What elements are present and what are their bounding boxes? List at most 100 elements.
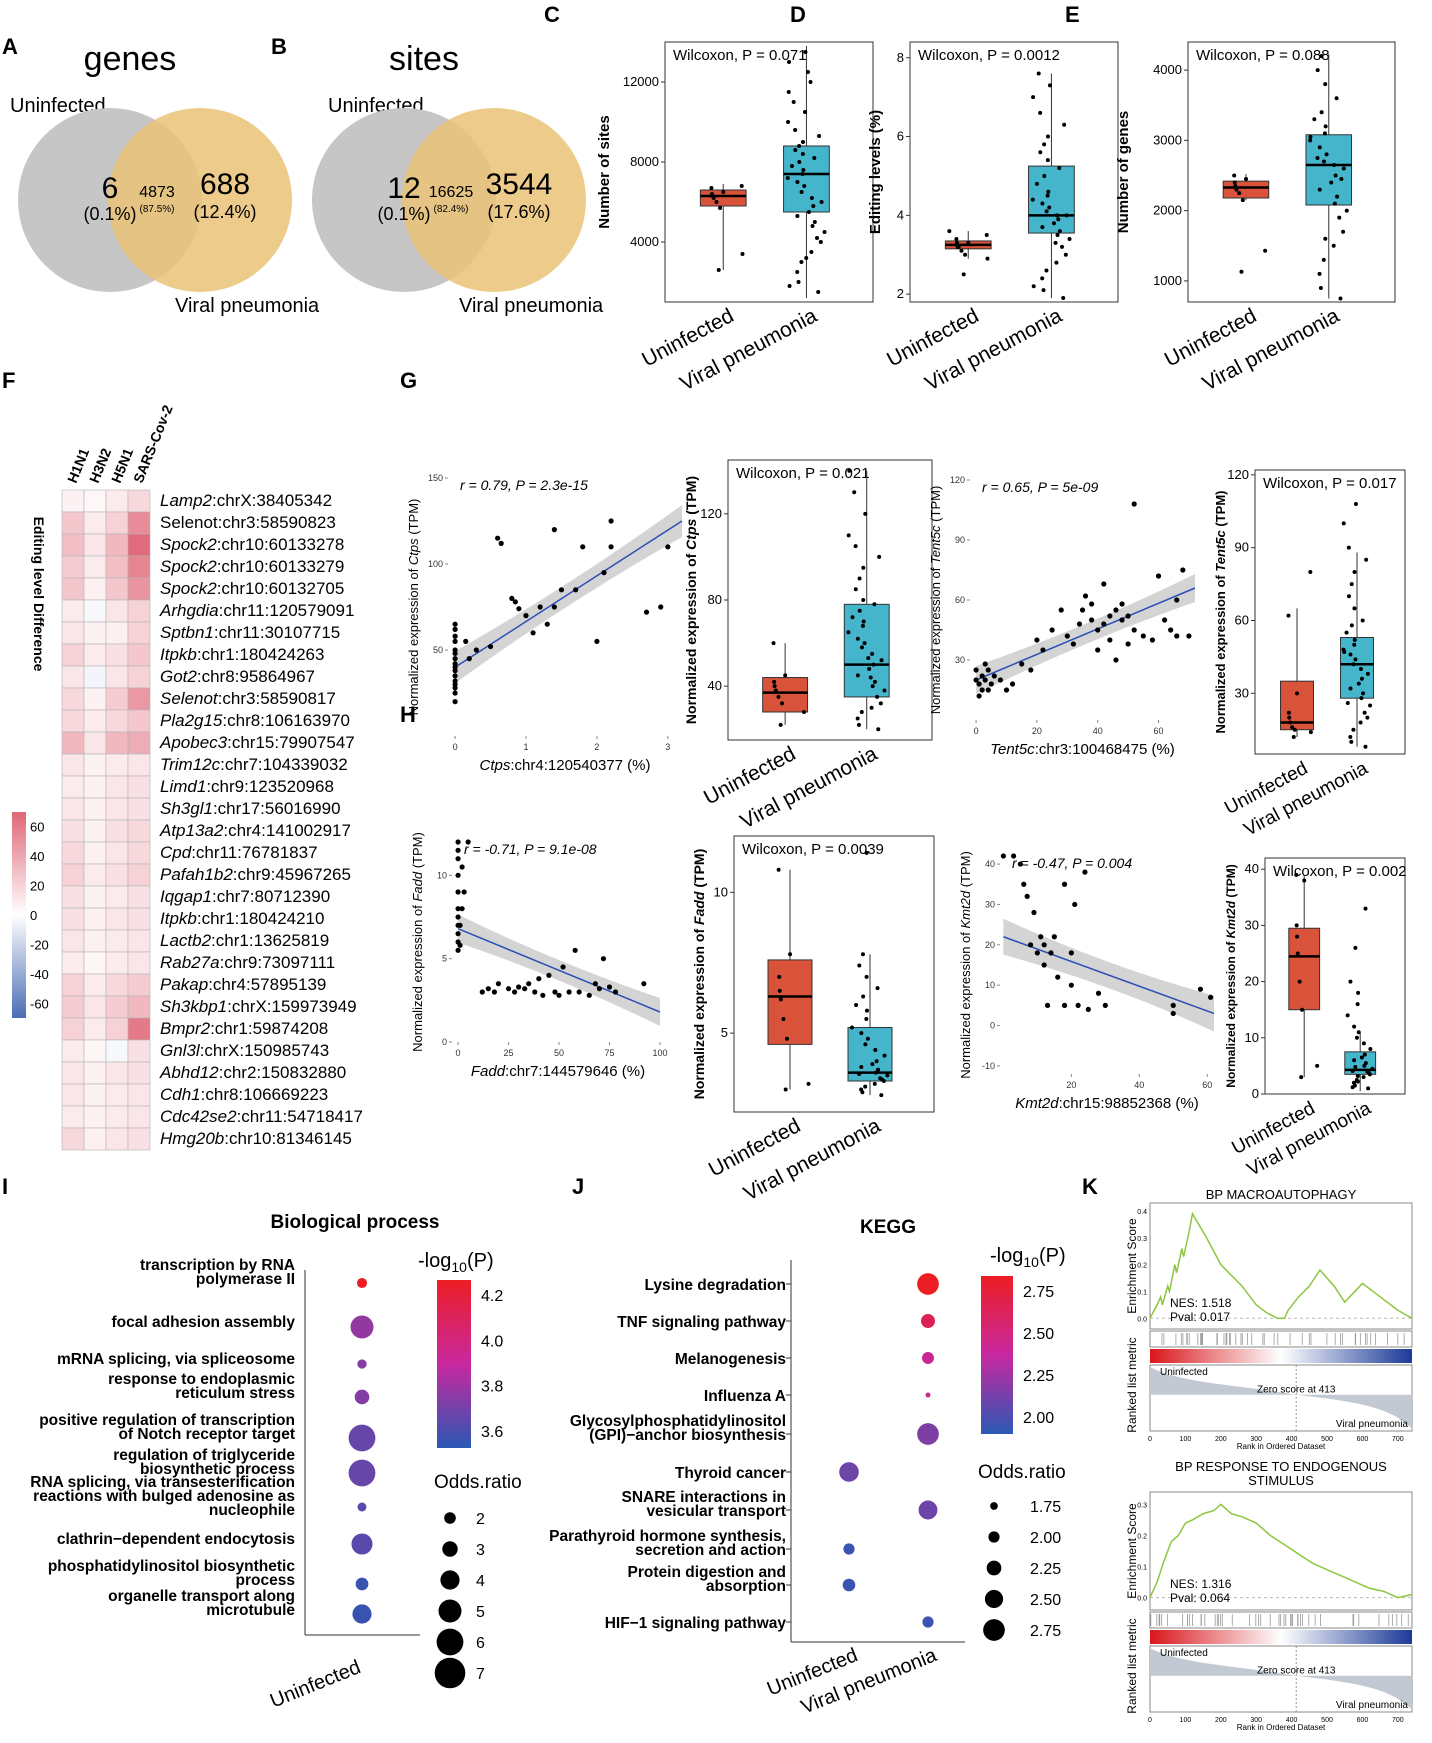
data-point xyxy=(1075,1002,1081,1008)
y-tick-label: 2 xyxy=(897,286,904,301)
data-point xyxy=(1041,962,1047,968)
size-legend-dot xyxy=(436,1628,464,1656)
data-point xyxy=(1360,618,1365,623)
colorbar xyxy=(437,1280,471,1448)
heatmap-cell xyxy=(61,885,85,909)
text-part: (TPM) xyxy=(958,851,973,891)
heatmap-cell xyxy=(105,687,129,711)
plot-frame xyxy=(1254,469,1406,755)
heatmap-row-label: Spock2:chr10:60133278 xyxy=(160,535,344,554)
data-point xyxy=(1045,134,1050,139)
wilcoxon-annotation: Wilcoxon, P = 0.088 xyxy=(1196,47,1330,64)
term-label: biosynthetic process xyxy=(140,1461,295,1478)
venn-right-label: Viral pneumonia xyxy=(459,295,604,317)
heatmap-cell xyxy=(127,885,151,909)
heatmap-cell xyxy=(105,951,129,975)
heatmap-cell xyxy=(61,929,85,953)
data-point xyxy=(522,986,528,992)
x-tick-label: 200 xyxy=(1215,1717,1227,1724)
data-point xyxy=(850,1025,855,1030)
es-frame xyxy=(1149,1202,1413,1330)
data-point xyxy=(857,608,862,613)
ranked-metric-area xyxy=(1150,1648,1412,1710)
enrichment-dot xyxy=(356,1277,368,1289)
data-point xyxy=(1174,597,1180,603)
data-point xyxy=(459,906,465,912)
heatmap-cell xyxy=(83,819,107,843)
data-point xyxy=(1044,1002,1051,1008)
data-point xyxy=(718,206,723,210)
term-label: reactions with bulged adenosine as xyxy=(33,1488,295,1505)
data-point xyxy=(1352,1058,1357,1063)
data-point xyxy=(606,984,613,990)
heatmap-cell xyxy=(127,1039,151,1063)
data-point xyxy=(1085,1006,1091,1013)
data-point xyxy=(787,284,792,288)
data-point xyxy=(523,613,529,619)
data-point xyxy=(1034,950,1040,956)
legend-title: Editing level Difference xyxy=(31,517,47,672)
y-tick-label: 10 xyxy=(1245,1030,1259,1045)
data-point xyxy=(498,540,504,546)
data-point xyxy=(973,677,979,683)
data-point xyxy=(852,490,857,495)
enrichment-dot xyxy=(918,1500,938,1520)
data-point xyxy=(1344,208,1349,213)
positive-phenotype-label: Uninfected xyxy=(1160,1367,1208,1378)
text-part: :chr11:54718417 xyxy=(237,1107,363,1126)
y-tick-label: 4000 xyxy=(1153,62,1182,77)
heatmap-cell xyxy=(61,511,85,535)
venn-overlap-count: 4873 xyxy=(139,184,175,201)
colorbar-tick-label: 2.75 xyxy=(1023,1284,1054,1301)
panel-letter-h: H xyxy=(400,702,416,727)
heatmap-cell xyxy=(127,643,151,667)
zero-score-text: Zero score at 413 xyxy=(1257,1385,1336,1396)
data-point xyxy=(1067,236,1072,241)
y-tick-label: 8000 xyxy=(630,154,659,169)
wilcoxon-annotation: Wilcoxon, P = 0.0039 xyxy=(742,841,884,858)
data-point xyxy=(641,981,647,987)
term-label: HIF−1 signaling pathway xyxy=(605,1615,787,1632)
data-point xyxy=(452,633,458,639)
heatmap-cell xyxy=(83,599,107,623)
data-point xyxy=(1368,703,1373,708)
text-part: :chr3:100468475 (%) xyxy=(1035,741,1175,758)
data-point xyxy=(455,931,461,937)
y-axis-label: Number of genes xyxy=(1115,111,1132,234)
data-point xyxy=(1233,184,1238,189)
data-point xyxy=(1290,725,1295,730)
data-point xyxy=(1339,177,1344,182)
heatmap-cell xyxy=(61,533,85,557)
data-point xyxy=(786,90,791,94)
data-point xyxy=(1053,240,1058,245)
data-point xyxy=(721,190,726,194)
gsea-K1: BP MACROAUTOPHAGY 0.4 0.3 0.2 0.1 0.0 NES: 1.5… xyxy=(1125,1187,1413,1451)
text-part: :chr7:80712390 xyxy=(212,887,330,906)
venn-right-count: 3544 xyxy=(486,168,553,201)
heatmap-cell xyxy=(105,841,129,865)
box-0 xyxy=(1288,927,1321,1011)
legend-tick-label: 40 xyxy=(30,849,44,864)
x-tick-label: 300 xyxy=(1250,1436,1262,1443)
data-point xyxy=(791,100,796,104)
y-tick-label: 0.2 xyxy=(1137,1533,1147,1540)
data-point xyxy=(608,544,614,550)
text-part: Normalized expression of xyxy=(406,565,421,715)
x-tick-label: 40 xyxy=(1134,1080,1144,1090)
heatmap-row-label: Limd1:chr9:123520968 xyxy=(160,777,334,796)
data-point xyxy=(985,687,991,693)
data-point xyxy=(861,619,866,624)
heatmap-row-label: Atp13a2:chr4:141002917 xyxy=(159,821,351,840)
heatmap-cell xyxy=(61,687,85,711)
data-point xyxy=(1113,657,1119,663)
data-point xyxy=(772,679,777,684)
data-point xyxy=(1341,229,1346,234)
y-axis-label: Normalized expression of Ctps (TPM) xyxy=(683,476,699,724)
data-point xyxy=(804,256,809,260)
data-point xyxy=(516,984,522,990)
data-point xyxy=(455,839,461,845)
data-point xyxy=(1125,641,1131,647)
wilcoxon-annotation: Wilcoxon, P = 0.002 xyxy=(1273,863,1407,880)
data-point xyxy=(1009,681,1016,687)
